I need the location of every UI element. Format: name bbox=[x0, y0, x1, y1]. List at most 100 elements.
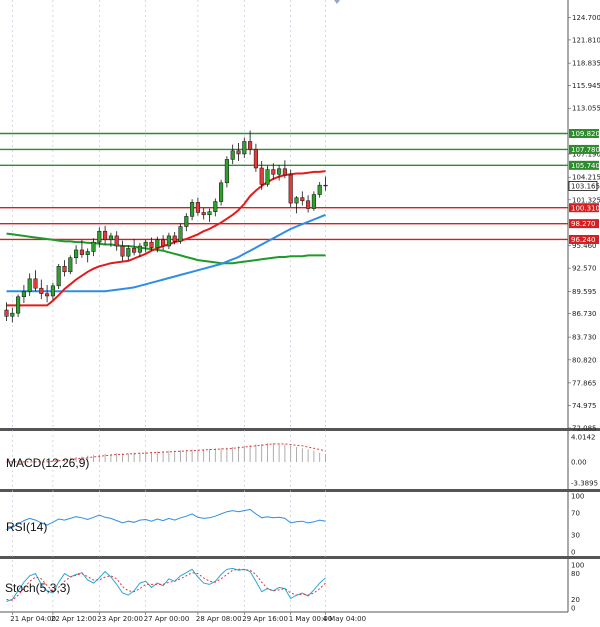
price-tick-label: 113.055 bbox=[572, 105, 600, 113]
candle-bull bbox=[68, 257, 73, 273]
candle-bear bbox=[62, 266, 67, 273]
time-tick-label: 28 Apr 08:00 bbox=[196, 615, 242, 623]
candle-bull bbox=[155, 239, 160, 248]
candle-bull bbox=[10, 312, 15, 317]
candle-bear bbox=[33, 278, 38, 289]
candle-bull bbox=[277, 168, 282, 175]
candle-bull bbox=[230, 150, 235, 160]
macd-tick-label: 4.0142 bbox=[571, 434, 596, 442]
rsi-tick-label: 100 bbox=[571, 493, 584, 501]
support-resistance-lines bbox=[0, 132, 568, 241]
price-tick-label: 118.835 bbox=[572, 60, 600, 68]
price-tick-label: 124.700 bbox=[572, 14, 600, 22]
candle-bull bbox=[178, 226, 183, 242]
candle-bear bbox=[248, 141, 253, 150]
rsi-tick-label: 30 bbox=[571, 532, 580, 540]
time-tick-label: 29 Apr 16:00 bbox=[242, 615, 288, 623]
rsi-pane: 100 70 30 0 bbox=[6, 493, 584, 557]
candle-bull bbox=[97, 230, 102, 243]
stoch-tick-label: 100 bbox=[571, 562, 584, 570]
current-price-tag: 103.165 bbox=[568, 181, 600, 191]
candle-bear bbox=[253, 149, 258, 169]
candle-bull bbox=[108, 235, 113, 241]
level-tag bbox=[569, 128, 599, 138]
stoch-d-line bbox=[6, 568, 326, 601]
candle-bear bbox=[306, 200, 311, 209]
stoch-tick-label: 0 bbox=[571, 605, 575, 613]
candle-bear bbox=[161, 239, 166, 247]
candle-bull bbox=[224, 159, 229, 184]
level-tag bbox=[569, 203, 599, 213]
candle-bear bbox=[103, 230, 108, 241]
level-label: 107.780 bbox=[571, 146, 600, 154]
macd-tick-label: 0.00 bbox=[571, 458, 587, 466]
candle-bull bbox=[265, 169, 270, 185]
candle-bear bbox=[149, 241, 154, 248]
candle-bear bbox=[300, 197, 305, 202]
time-tick-label: 22 Apr 12:00 bbox=[51, 615, 97, 623]
level-tag bbox=[569, 160, 599, 170]
candle-bear bbox=[259, 167, 264, 185]
current-price-box bbox=[568, 181, 598, 191]
candle-bull bbox=[294, 197, 299, 204]
candle-bull bbox=[50, 285, 55, 297]
price-tick-label: 121.810 bbox=[572, 36, 600, 44]
pane-separator bbox=[0, 489, 600, 492]
candle-bull bbox=[27, 278, 32, 292]
candle-bull bbox=[190, 202, 195, 217]
price-tick-label: 80.820 bbox=[572, 356, 597, 364]
time-tick-label: 23 Apr 20:00 bbox=[97, 615, 143, 623]
current-price-label: 103.165 bbox=[571, 183, 600, 191]
macd-signal-line bbox=[6, 443, 326, 463]
time-tick-label: 21 Apr 04:00 bbox=[10, 615, 56, 623]
price-tick-label: 101.325 bbox=[572, 196, 600, 204]
candle-bull bbox=[242, 141, 247, 155]
candle-bear bbox=[282, 168, 287, 176]
price-tick-label: 115.945 bbox=[572, 82, 600, 90]
candle-bull bbox=[213, 201, 218, 212]
level-tag bbox=[569, 234, 599, 244]
candle-bear bbox=[323, 184, 328, 187]
candle-bull bbox=[74, 249, 79, 258]
candle-bear bbox=[4, 309, 9, 317]
price-tick-label: 77.865 bbox=[572, 379, 597, 387]
macd-label: MACD(12,26,9) bbox=[6, 456, 89, 470]
time-tick-label: 27 Apr 00:00 bbox=[144, 615, 190, 623]
level-label: 96.240 bbox=[571, 236, 596, 244]
candle-bull bbox=[207, 211, 212, 216]
level-label: 98.270 bbox=[571, 220, 596, 228]
candle-bear bbox=[201, 212, 206, 216]
candle-bear bbox=[236, 150, 241, 155]
rsi-label: RSI(14) bbox=[6, 520, 47, 534]
candle-bear bbox=[114, 235, 119, 247]
candle-bull bbox=[56, 266, 61, 287]
candle-bear bbox=[79, 249, 84, 255]
rsi-line bbox=[6, 508, 326, 531]
macd-tick-label: -3.3895 bbox=[571, 480, 598, 488]
candle-bull bbox=[311, 194, 316, 209]
candle-bull bbox=[91, 241, 96, 252]
candle-bear bbox=[195, 202, 200, 213]
candle-bear bbox=[288, 174, 293, 204]
price-tick-label: 83.730 bbox=[572, 334, 597, 342]
price-tick-label: 104.215 bbox=[572, 174, 600, 182]
level-label: 109.820 bbox=[571, 130, 600, 138]
candle-bull bbox=[317, 184, 322, 195]
candle-bull bbox=[126, 248, 131, 257]
stoch-tick-label: 20 bbox=[571, 596, 580, 604]
candle-bull bbox=[143, 241, 148, 247]
candle-bull bbox=[16, 296, 21, 314]
level-label: 100.310 bbox=[571, 204, 600, 212]
price-tick-label: 95.460 bbox=[572, 242, 597, 250]
candle-bull bbox=[21, 291, 26, 298]
ma-green-line bbox=[6, 232, 326, 265]
price-tick-label: 92.570 bbox=[572, 265, 597, 273]
pane-separator bbox=[0, 428, 600, 431]
candle-bear bbox=[172, 235, 177, 242]
scroll-marker-icon[interactable] bbox=[334, 0, 340, 4]
pane-separator bbox=[0, 556, 600, 559]
candle-bear bbox=[39, 287, 44, 294]
